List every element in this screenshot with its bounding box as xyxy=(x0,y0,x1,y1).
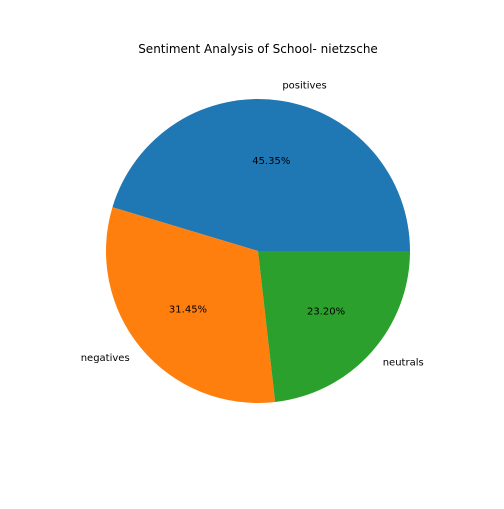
pie-slice-positives xyxy=(112,99,410,252)
slice-label-neutrals: neutrals xyxy=(383,357,424,368)
chart-title: Sentiment Analysis of School- nietzsche xyxy=(138,42,378,56)
slice-percent-positives: 45.35% xyxy=(252,156,290,167)
pie-slice-negatives xyxy=(106,207,276,403)
pie-slice-neutrals xyxy=(258,251,410,403)
pie-slices xyxy=(106,99,410,403)
pie-labels: positives 45.35% negatives 31.45% neutrals 23… xyxy=(81,81,424,369)
slice-label-negatives: negatives xyxy=(81,353,130,364)
slice-percent-negatives: 31.45% xyxy=(169,304,207,315)
slice-label-positives: positives xyxy=(282,81,326,92)
slice-percent-neutrals: 23.20% xyxy=(307,307,345,318)
